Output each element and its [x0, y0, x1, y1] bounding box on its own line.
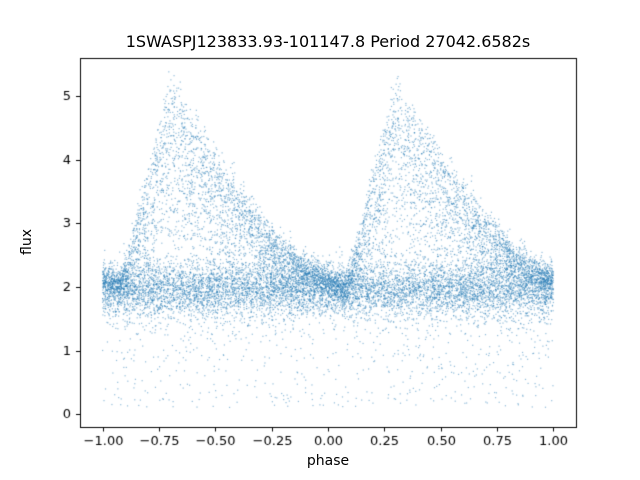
x-axis-label: phase: [306, 453, 350, 469]
y-axis-label: flux: [19, 229, 35, 255]
chart-title: 1SWASPJ123833.93-101147.8 Period 27042.6…: [125, 32, 531, 51]
